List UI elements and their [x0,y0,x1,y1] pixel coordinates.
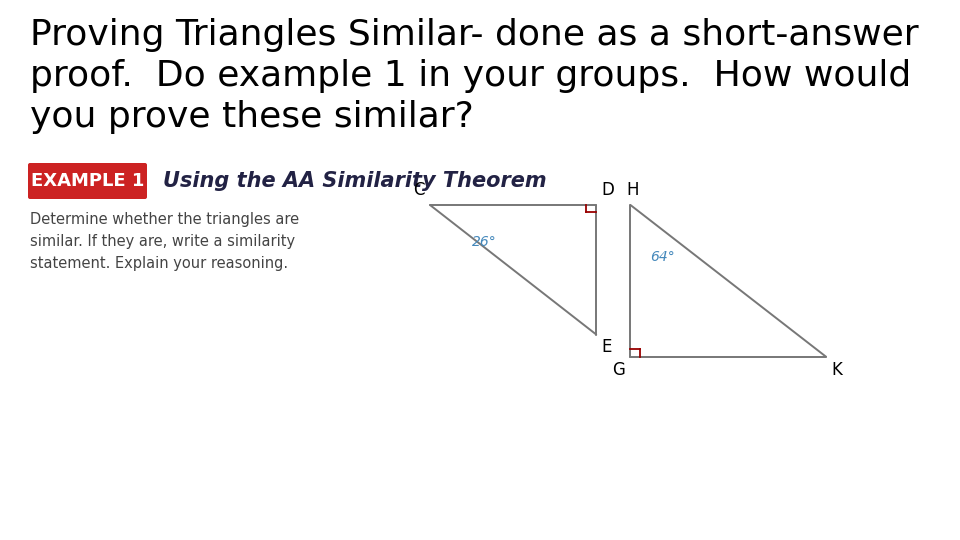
Text: K: K [831,361,842,379]
Text: 64°: 64° [650,250,675,264]
Text: H: H [627,181,639,199]
Text: Using the AA Similarity Theorem: Using the AA Similarity Theorem [163,171,546,191]
Text: 26°: 26° [471,235,496,249]
Text: D: D [601,181,614,199]
Text: C: C [414,181,425,199]
Text: EXAMPLE 1: EXAMPLE 1 [31,172,144,190]
FancyBboxPatch shape [28,163,147,199]
Text: Determine whether the triangles are
similar. If they are, write a similarity
sta: Determine whether the triangles are simi… [30,212,300,272]
Text: Proving Triangles Similar- done as a short-answer
proof.  Do example 1 in your g: Proving Triangles Similar- done as a sho… [30,18,919,133]
Text: E: E [601,339,612,356]
Text: G: G [612,361,626,379]
